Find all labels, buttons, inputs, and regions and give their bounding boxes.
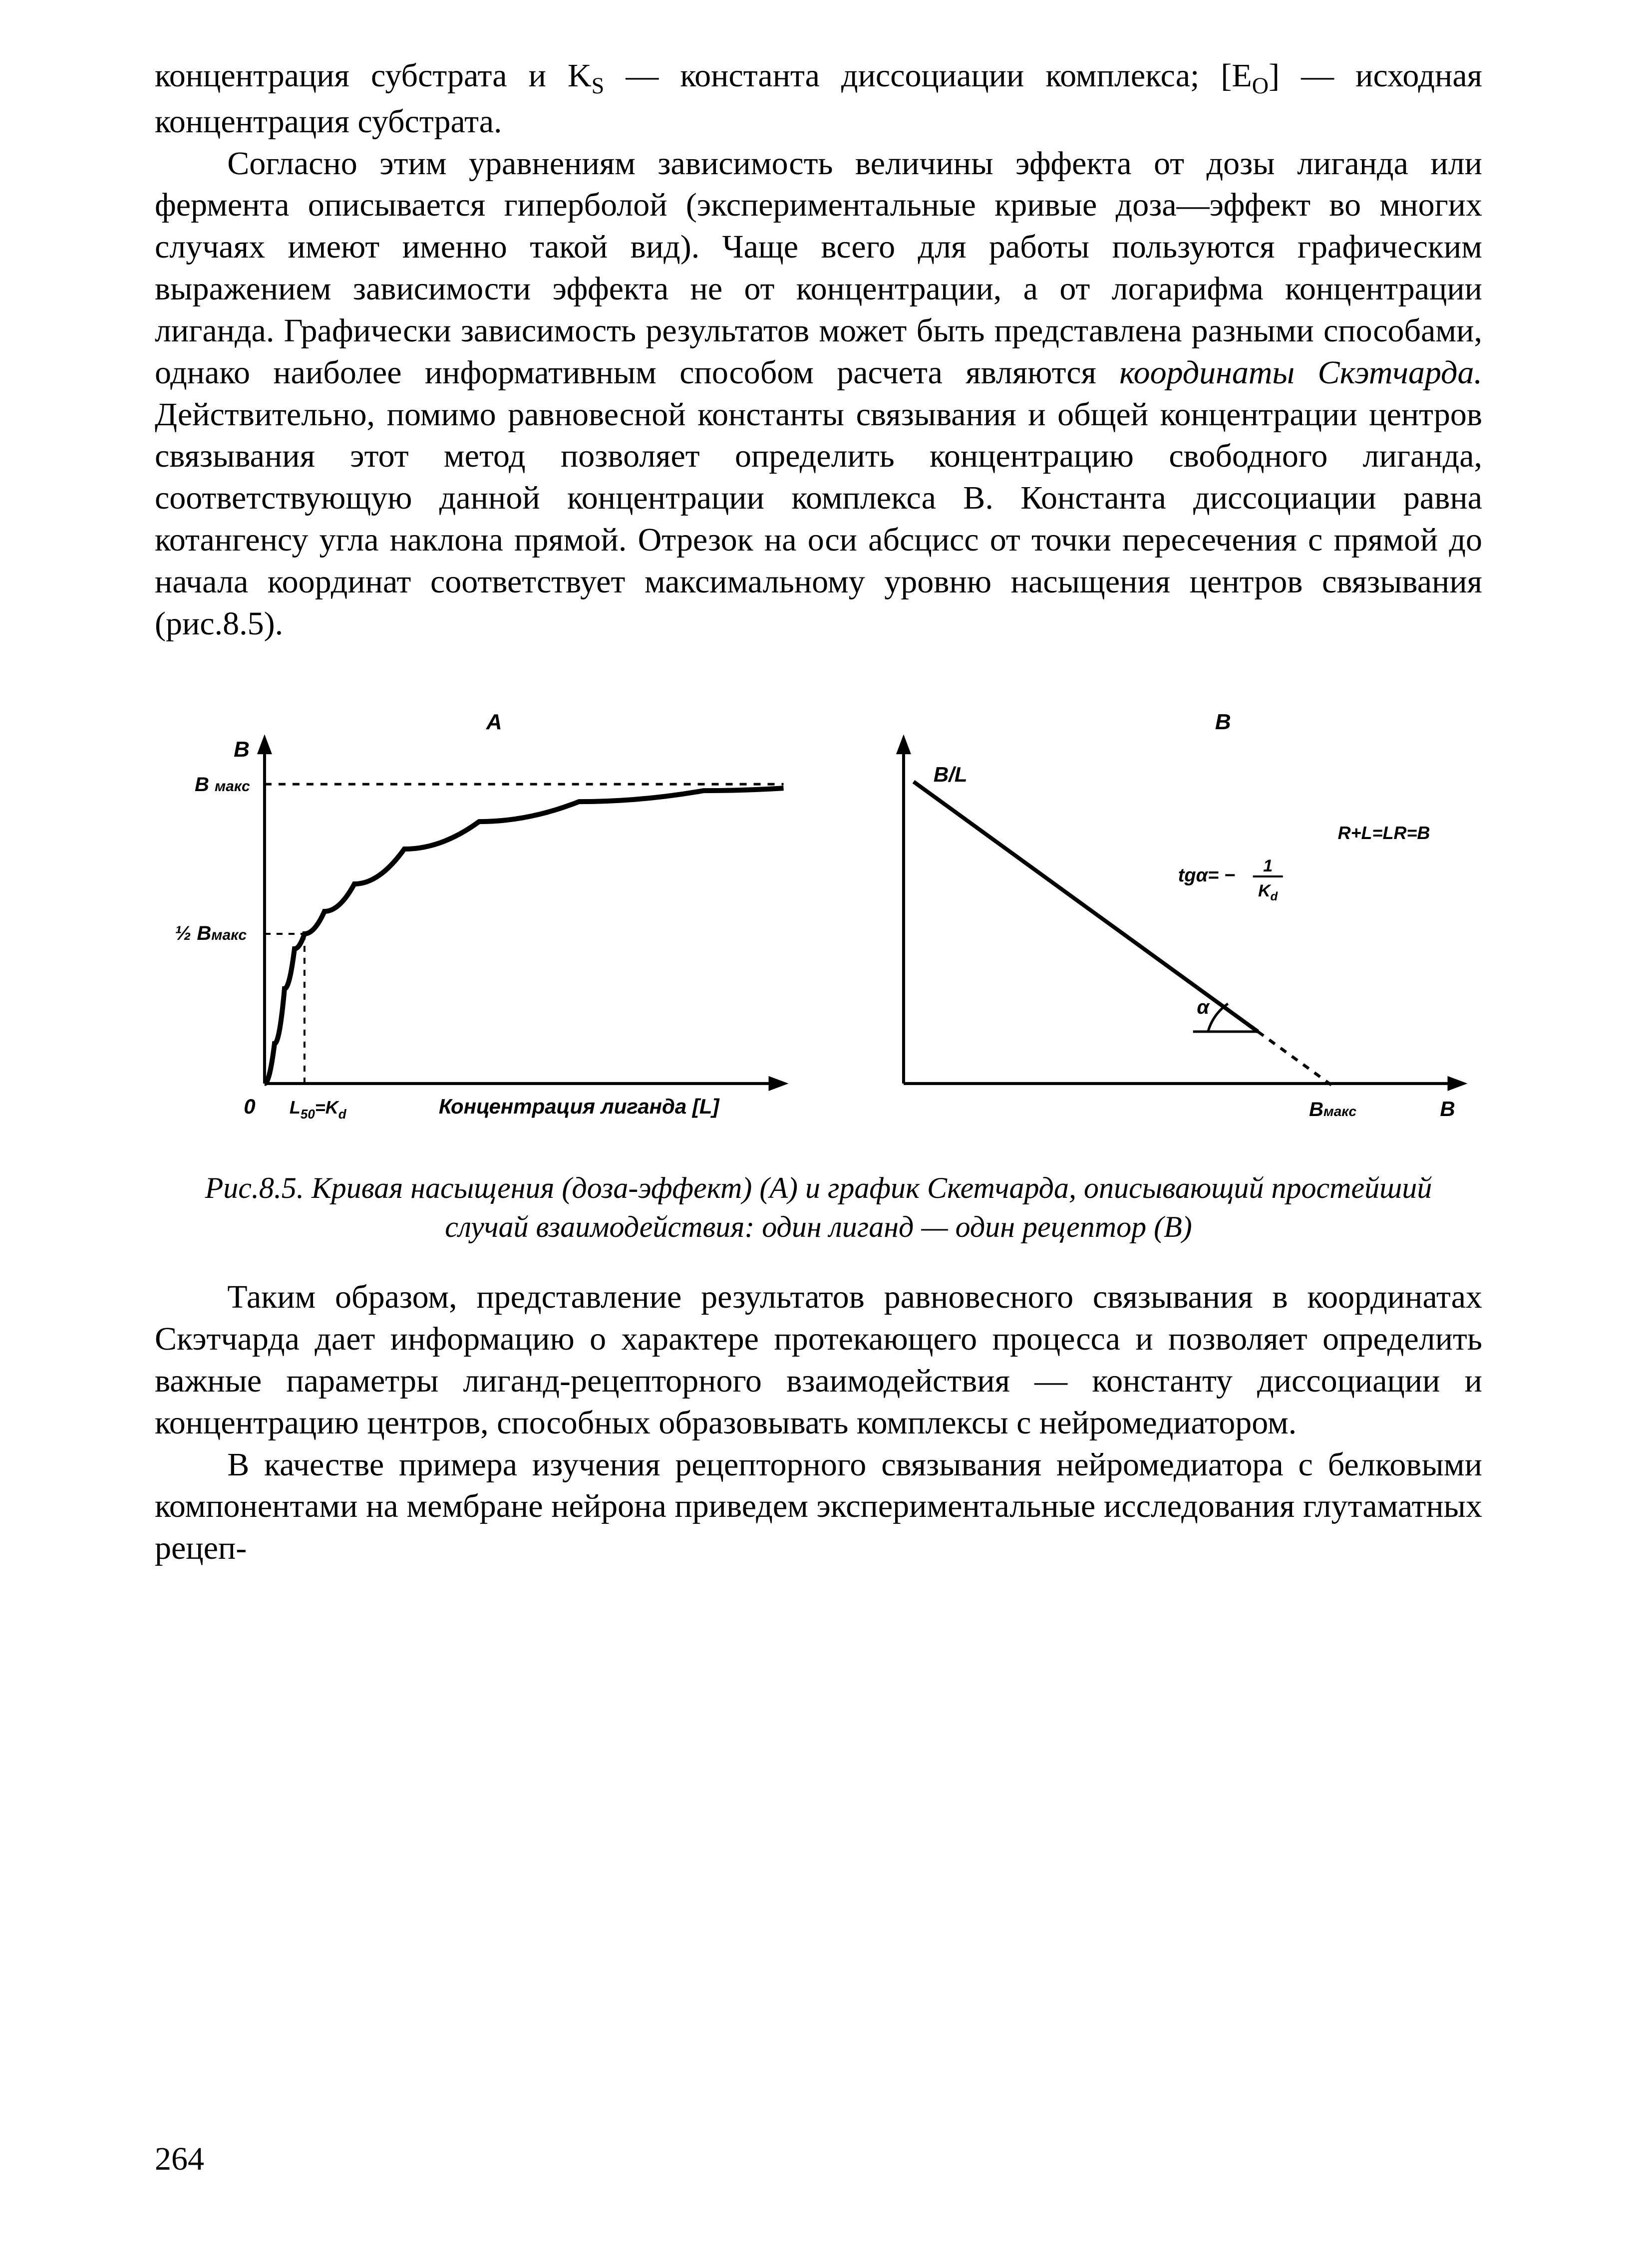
paragraph-1: концентрация субстрата и KS — константа … — [155, 55, 1482, 143]
figure-8-5: A B B макс ½ Bмакс 0 L50=Kd Концентрация… — [155, 684, 1482, 1246]
figure-caption: Рис.8.5. Кривая насыщения (доза-эффект) … — [185, 1168, 1452, 1246]
chart-b-line-solid — [913, 782, 1258, 1032]
chart-b-axes — [896, 735, 1467, 1092]
paragraph-4: В качестве примера изучения рецепторного… — [155, 1444, 1482, 1569]
p2-post: Действительно, помимо равновесной конста… — [155, 396, 1482, 642]
chart-a-origin-label: 0 — [244, 1095, 255, 1118]
p2-italic: координаты Скэтчарда. — [1119, 354, 1482, 391]
chart-a-xaxis-label: Концентрация лиганда [L] — [439, 1095, 720, 1118]
chart-b-alpha-label: α — [1197, 996, 1210, 1018]
svg-text:Kd: Kd — [1258, 881, 1279, 903]
chart-a-axes — [257, 735, 789, 1092]
chart-a-yaxis-label: B — [234, 738, 250, 762]
chart-b-tg-label: tgα= − 1 Kd — [1178, 856, 1283, 903]
p1-mid: — константа диссоциации комплекса; [E — [604, 57, 1252, 94]
p1-sub2: O — [1252, 73, 1269, 98]
chart-b-line-dash — [1258, 1032, 1332, 1086]
chart-a-kd-label: L50=Kd — [290, 1097, 347, 1122]
page-number: 264 — [155, 2140, 204, 2178]
chart-b-bmax-label: Bмакс — [1309, 1099, 1356, 1121]
paragraph-2: Согласно этим уравнениям зависимость вел… — [155, 143, 1482, 645]
chart-a-curve — [265, 789, 784, 1084]
p1-sub: S — [592, 73, 605, 98]
chart-b-xend-label: B — [1440, 1097, 1455, 1121]
chart-b-scatchard: B B/L R+L=LR=B tgα= − 1 Kd α Bмакс B — [834, 684, 1483, 1143]
chart-a-saturation: A B B макс ½ Bмакс 0 L50=Kd Концентрация… — [155, 684, 804, 1143]
chart-b-yaxis-label: B/L — [933, 763, 967, 787]
svg-text:1: 1 — [1263, 856, 1273, 875]
page: концентрация субстрата и KS — константа … — [0, 0, 1627, 2268]
svg-text:tgα= −: tgα= − — [1178, 865, 1235, 886]
chart-b-title: B — [1215, 710, 1231, 735]
chart-a-bmax-label: B макс — [195, 774, 250, 796]
paragraph-3: Таким образом, представление результатов… — [155, 1276, 1482, 1443]
chart-b-equation: R+L=LR=B — [1337, 823, 1430, 843]
p1-pre: концентрация субстрата и K — [155, 57, 592, 94]
chart-a-title: A — [486, 710, 502, 735]
chart-a-halfbmax-label: ½ Bмакс — [175, 922, 247, 944]
figure-row: A B B макс ½ Bмакс 0 L50=Kd Концентрация… — [155, 684, 1482, 1143]
